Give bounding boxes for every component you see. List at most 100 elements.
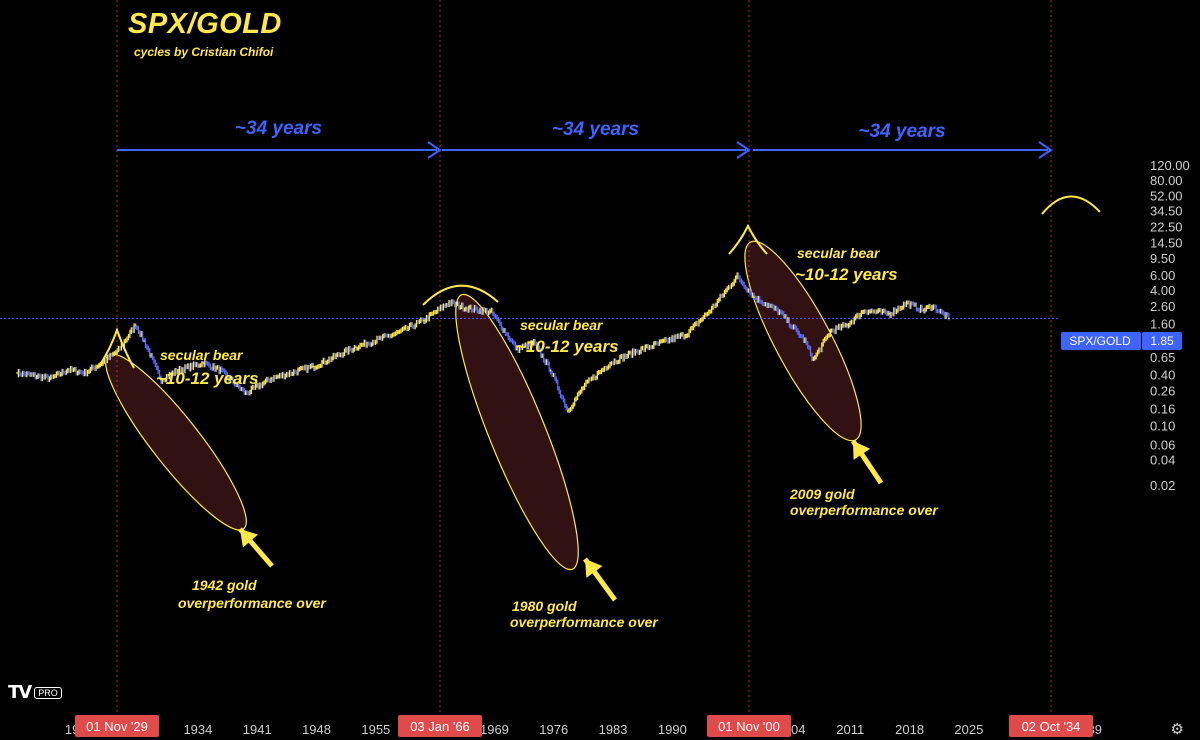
series-point [244,392,247,395]
series-point [516,348,518,351]
series-point [609,362,611,364]
peak-arc [422,284,499,306]
series-point [829,330,832,333]
series-point [812,358,815,361]
series-point [134,324,137,326]
series-point [660,342,662,344]
low-arrowhead [585,559,603,578]
bear-label-1: secular bear [160,347,244,363]
series-point [948,317,950,320]
pro-badge: PRO [34,686,62,699]
current-value-badge [1142,332,1182,350]
peak-arc [97,326,135,369]
series-point [532,342,535,344]
y-tick-label: 2.60 [1150,299,1175,314]
series-point [710,307,713,310]
y-tick-label: 22.50 [1150,219,1183,234]
bear-label-3: secular bear [797,245,881,261]
series-point [160,378,162,381]
bear-duration-1: ~10-12 years [156,369,259,388]
date-marker-label: 03 Jan '66 [410,719,470,734]
current-value-label: 1.85 [1150,334,1174,348]
series-point [177,369,179,372]
cycle-arrowhead [427,141,442,159]
x-tick-label: 1955 [361,722,390,737]
series-point [219,369,222,372]
series-point [16,372,18,374]
series-point [804,340,806,342]
projected-peak-arc [1041,195,1101,215]
y-tick-label: 80.00 [1150,173,1183,188]
series-point [549,369,552,372]
series-point [312,365,315,368]
cycle-arrowhead [736,141,751,159]
series-point [397,331,399,334]
y-tick-label: 0.06 [1150,437,1175,452]
chart-subtitle: cycles by Cristian Chifoi [134,45,274,59]
cycle-label: ~34 years [235,118,322,139]
series-point [583,384,586,387]
low-label-1980-detail: overperformance over [510,614,659,630]
series-point [202,362,205,364]
y-tick-label: 14.50 [1150,236,1183,251]
date-marker-box [707,715,791,737]
tradingview-logo: TV PRO [8,682,62,703]
y-tick-label: 0.10 [1150,419,1175,434]
cycle-label: ~34 years [858,121,945,142]
date-marker-label: 01 Nov '29 [86,719,148,734]
date-marker-label: 01 Nov '00 [718,719,780,734]
y-tick-label: 0.26 [1150,384,1175,399]
series-point [422,319,425,322]
series-point [117,349,120,351]
bear-ellipse [455,293,579,571]
y-tick-label: 0.02 [1150,478,1175,493]
series-point [863,309,865,312]
series-point [355,346,357,348]
date-marker-box [75,715,159,737]
x-tick-label: 1934 [183,722,212,737]
x-tick-label: 1969 [480,722,509,737]
y-tick-label: 0.40 [1150,368,1175,383]
chart-title: SPX/GOLD [128,8,282,40]
x-tick-label: 1976 [539,722,568,737]
y-tick-label: 4.00 [1150,283,1175,298]
series-point [736,275,738,278]
y-tick-label: 120.00 [1150,158,1190,173]
y-tick-label: 0.04 [1150,452,1175,467]
series-point [888,312,891,315]
series-point [448,301,450,304]
bear-duration-3: ~10-12 years [795,265,898,284]
y-tick-label: 0.16 [1150,401,1175,416]
y-tick-label: 34.50 [1150,204,1183,219]
tv-logo-mark: TV [8,682,32,703]
cycle-arrowhead [1038,141,1053,159]
low-arrowhead [853,441,871,460]
y-tick-label: 6.00 [1150,268,1175,283]
peak-arc [728,223,768,255]
x-tick-label: 1941 [243,722,272,737]
gear-icon[interactable]: ⚙ [1170,720,1184,738]
series-point [83,372,86,374]
low-label-1942-detail: overperformance over [178,595,327,611]
date-marker-label: 02 Oct '34 [1022,719,1081,734]
date-marker-box [398,715,482,737]
low-label-2009: 2009 gold [789,486,855,502]
series-point [143,340,145,342]
low-label-1942: 1942 gold [192,577,257,593]
series-point [905,302,908,304]
bear-duration-2: ~10-12 years [516,337,619,356]
series-point [634,350,637,353]
x-tick-label: 2018 [895,722,924,737]
bear-label-2: secular bear [520,317,604,333]
low-arrowhead [240,529,259,548]
series-point [66,368,69,371]
series-name-badge [1061,332,1141,350]
y-tick-label: 52.00 [1150,189,1183,204]
series-point [490,311,493,313]
x-tick-label: 1990 [658,722,687,737]
series-point [922,309,925,312]
series-point [270,377,272,380]
series-point [50,377,52,380]
x-tick-label: 2011 [836,722,864,737]
